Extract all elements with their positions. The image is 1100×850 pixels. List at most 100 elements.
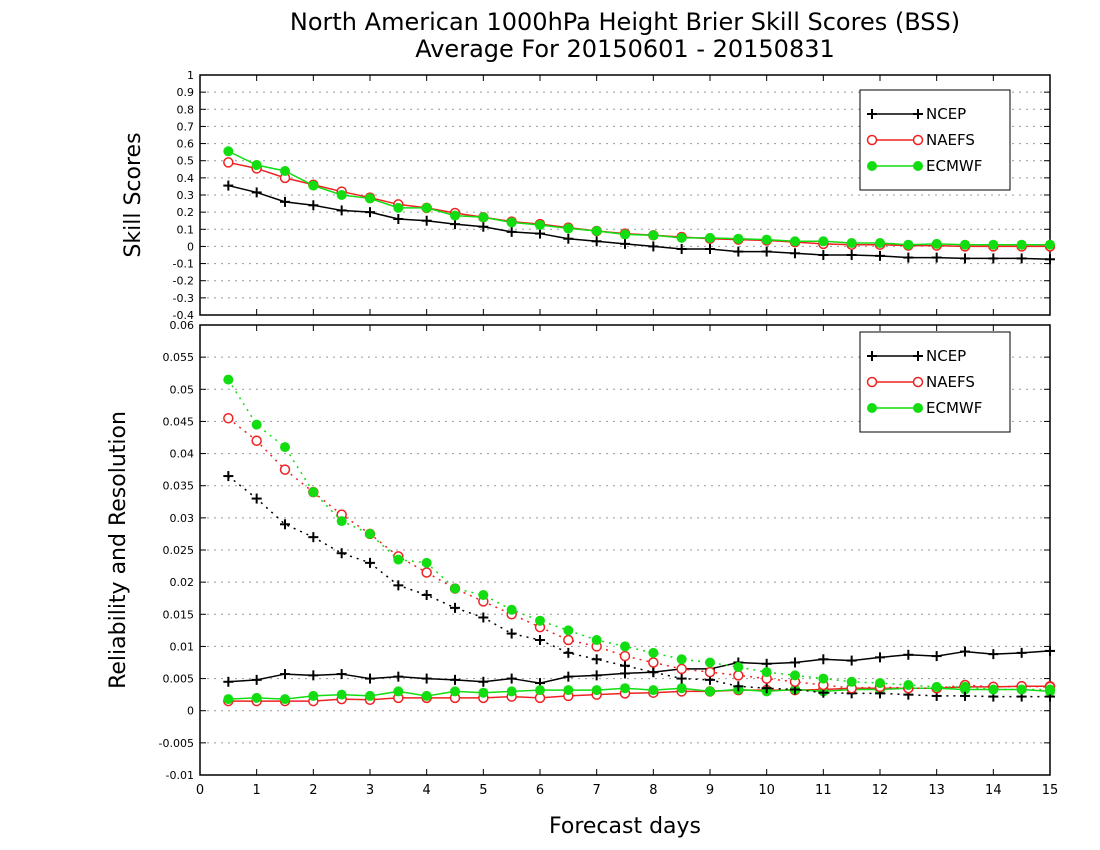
- data-point: [1016, 239, 1027, 250]
- data-point: [563, 233, 574, 244]
- data-point: [903, 252, 914, 263]
- data-point: [1016, 647, 1027, 658]
- data-point: [875, 250, 885, 261]
- data-point: [506, 226, 517, 237]
- data-point: [676, 673, 687, 684]
- legend-marker: [913, 403, 923, 413]
- data-point: [676, 232, 687, 243]
- data-point: [620, 238, 630, 249]
- data-point: [903, 239, 914, 250]
- data-point: [308, 180, 319, 191]
- data-point: [251, 187, 262, 198]
- data-point: [733, 246, 744, 257]
- series-ncep-dotted: [223, 471, 1055, 702]
- data-point: [280, 519, 290, 530]
- data-point: [648, 230, 659, 241]
- x-tick-label: 15: [1042, 783, 1059, 798]
- series-line: [228, 650, 1051, 684]
- data-point: [308, 532, 319, 543]
- data-point: [931, 238, 942, 249]
- data-point: [365, 528, 375, 539]
- data-point: [931, 681, 942, 692]
- y-tick-label: 0.005: [163, 673, 195, 686]
- chart-subtitle: Average For 20150601 - 20150831: [415, 35, 835, 63]
- data-point: [421, 590, 432, 600]
- data-point: [251, 435, 262, 446]
- data-point: [931, 252, 942, 263]
- data-point: [280, 166, 290, 176]
- y-axis-label: Reliability and Resolution: [106, 411, 131, 689]
- legend-label: NCEP: [926, 105, 966, 123]
- x-tick-label: 3: [366, 783, 374, 798]
- legend: NCEP NAEFS ECMWF: [859, 331, 1011, 433]
- data-point: [988, 239, 999, 250]
- y-tick-label: -0.01: [166, 769, 194, 782]
- data-point: [280, 694, 290, 705]
- y-tick-label: 0.06: [170, 319, 195, 332]
- data-point: [676, 663, 687, 675]
- data-point: [846, 676, 857, 687]
- y-tick-label: 0.02: [170, 576, 195, 589]
- data-point: [450, 210, 460, 221]
- legend-marker: [913, 351, 923, 361]
- data-point: [648, 657, 659, 668]
- data-point: [620, 683, 630, 694]
- data-point: [365, 690, 375, 701]
- data-point: [223, 694, 234, 705]
- data-point: [336, 190, 347, 200]
- data-point: [393, 554, 404, 565]
- data-point: [761, 234, 772, 245]
- x-tick-label: 7: [593, 783, 601, 798]
- y-tick-label: -0.005: [159, 737, 194, 750]
- x-tick-label: 6: [536, 783, 544, 798]
- x-tick-label: 1: [253, 783, 261, 798]
- data-point: [393, 214, 404, 224]
- reliability-resolution-panel: 0.060.0550.050.0450.040.0350.030.0250.02…: [106, 319, 1058, 798]
- series-ecmwf: [223, 146, 1055, 250]
- legend-marker: [867, 351, 877, 361]
- legend: NCEP NAEFS ECMWF: [859, 89, 1011, 191]
- data-point: [846, 655, 857, 666]
- y-tick-label: 1: [187, 69, 194, 82]
- data-point: [648, 241, 659, 252]
- data-point: [960, 646, 970, 657]
- series-ncep: [223, 180, 1055, 265]
- legend-marker: [912, 376, 924, 388]
- series-line: [227, 417, 1051, 689]
- data-point: [988, 684, 999, 695]
- chart-title: North American 1000hPa Height Brier Skil…: [290, 8, 960, 36]
- data-point: [563, 223, 574, 234]
- data-point: [421, 567, 432, 578]
- data-point: [506, 217, 517, 228]
- legend-entry-naefs: NAEFS: [866, 373, 975, 391]
- legend-label: NAEFS: [926, 131, 975, 149]
- x-tick-label: 8: [649, 783, 657, 798]
- y-tick-label: 0.8: [177, 103, 195, 116]
- legend-marker: [913, 161, 923, 171]
- y-tick-label: 0.04: [170, 448, 195, 461]
- data-point: [875, 238, 885, 248]
- data-point: [506, 604, 517, 615]
- data-point: [676, 683, 687, 694]
- data-point: [790, 236, 800, 247]
- data-point: [988, 253, 999, 264]
- data-point: [846, 250, 857, 260]
- y-tick-label: 0.015: [163, 608, 195, 621]
- data-point: [393, 686, 404, 697]
- legend-entry-ecmwf: ECMWF: [867, 399, 982, 417]
- data-point: [903, 649, 914, 660]
- y-axis-label: Skill Scores: [121, 132, 146, 257]
- data-point: [1045, 684, 1055, 695]
- data-point: [450, 602, 460, 613]
- data-point: [535, 228, 545, 239]
- data-point: [761, 246, 772, 257]
- data-point: [478, 221, 489, 232]
- data-point: [251, 674, 262, 685]
- data-point: [506, 628, 517, 639]
- data-point: [393, 202, 404, 213]
- data-point: [421, 557, 432, 568]
- data-point: [903, 680, 914, 690]
- x-tick-label: 2: [309, 783, 317, 798]
- data-point: [761, 667, 772, 678]
- series-naefs: [223, 681, 1056, 707]
